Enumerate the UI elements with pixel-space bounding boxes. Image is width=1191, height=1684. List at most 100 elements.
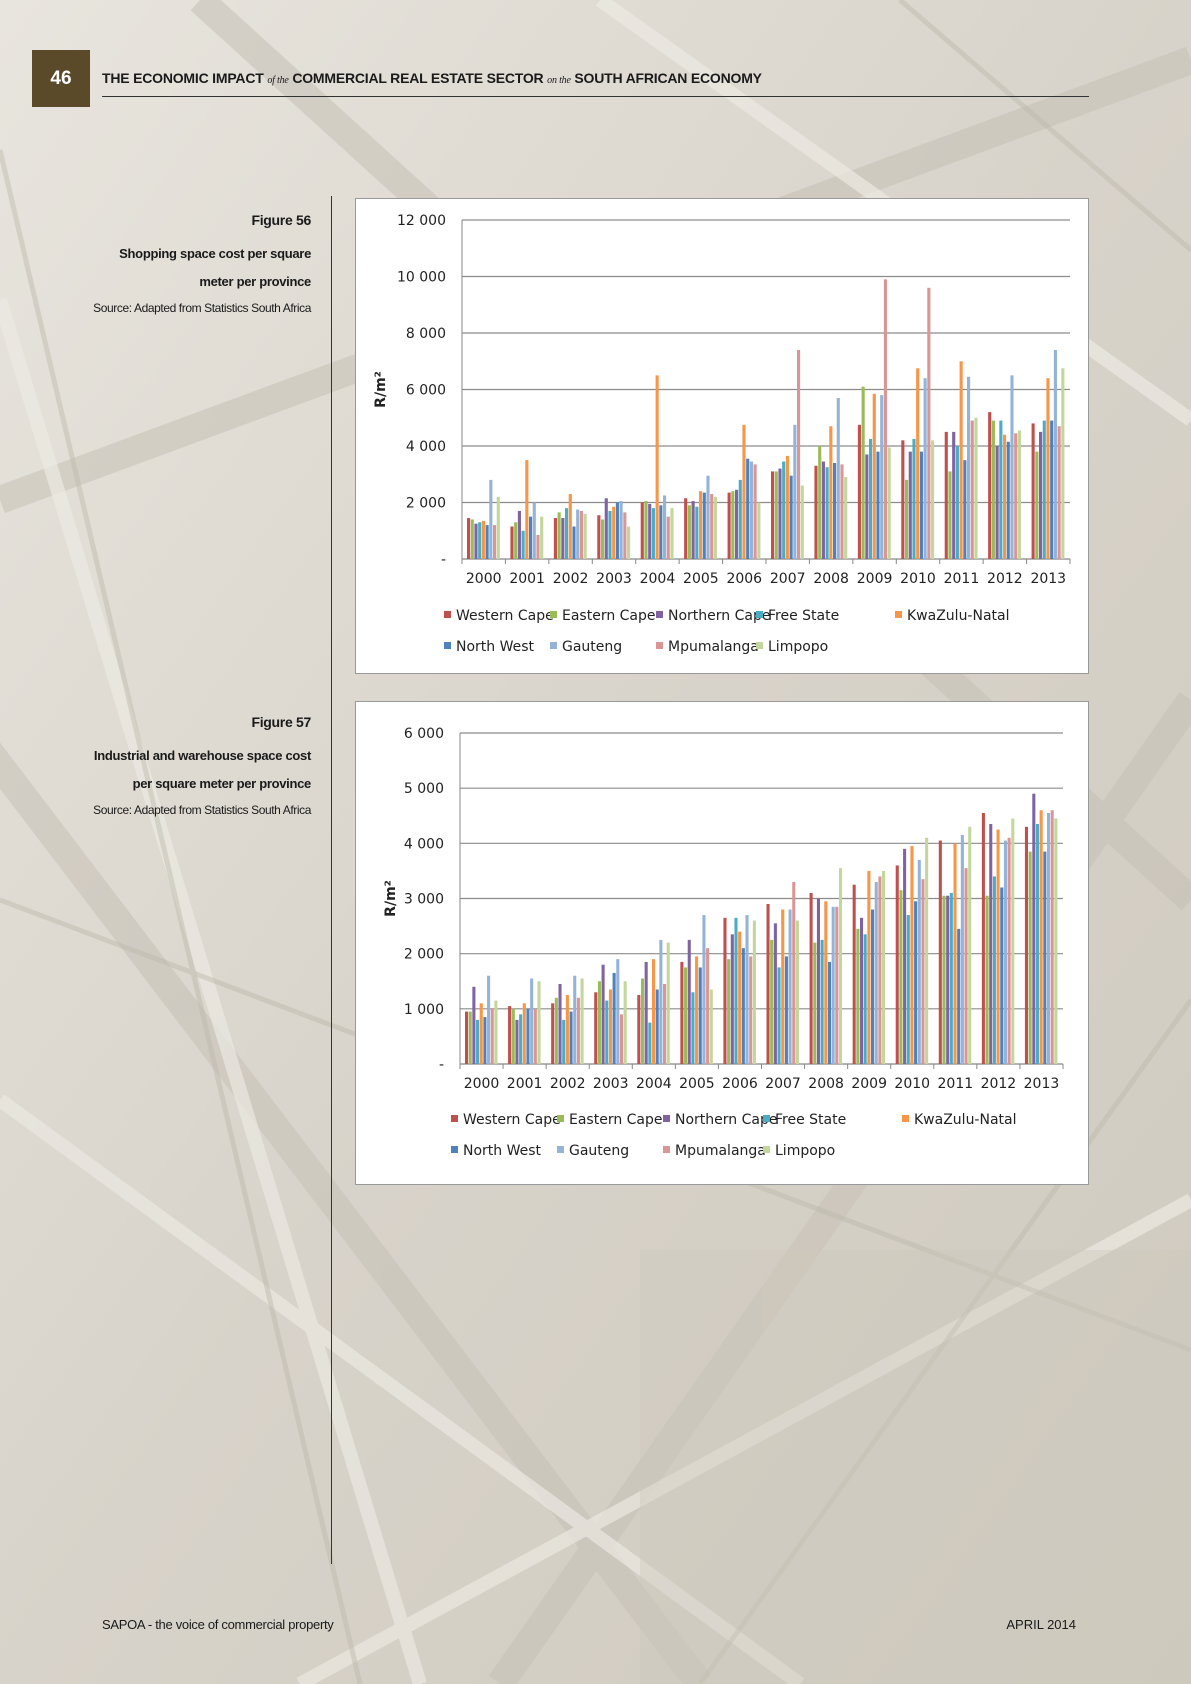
header-divider bbox=[102, 96, 1089, 97]
figure57-bar-kwazulu-natal-2009 bbox=[867, 870, 871, 1064]
figure57-bar-eastern-cape-2006 bbox=[727, 959, 731, 1064]
figure56-bar-kwazulu-natal-2003 bbox=[612, 506, 616, 559]
figure57-bar-western-cape-2009 bbox=[852, 884, 856, 1064]
figure56-bar-gauteng-2003 bbox=[619, 501, 623, 559]
figure56-bar-gauteng-2006 bbox=[749, 461, 753, 559]
figure56-xtick-label: 2011 bbox=[944, 571, 980, 587]
figure57-bar-eastern-cape-2010 bbox=[899, 890, 903, 1064]
figure57-bar-western-cape-2007 bbox=[766, 904, 770, 1064]
figure57-bar-north-west-2009 bbox=[871, 909, 875, 1064]
figure56-xtick-label: 2008 bbox=[813, 571, 849, 587]
figure57-bar-western-cape-2012 bbox=[981, 812, 985, 1064]
figure57-bar-north-west-2008 bbox=[827, 961, 832, 1064]
figure57-bar-north-west-2006 bbox=[741, 948, 745, 1064]
figure56-title-line2: meter per province bbox=[199, 274, 311, 289]
figure57-xtick-label: 2001 bbox=[507, 1076, 543, 1092]
figure56-bar-free-state-2008 bbox=[825, 467, 829, 559]
figure56-bar-free-state-2011 bbox=[955, 446, 959, 559]
page-number: 46 bbox=[32, 50, 90, 107]
figure56-xtick-label: 2009 bbox=[857, 571, 893, 587]
figure56-bar-kwazulu-natal-2011 bbox=[959, 361, 963, 559]
figure57-bar-gauteng-2005 bbox=[702, 915, 706, 1064]
figure57-bar-western-cape-2002 bbox=[551, 1003, 555, 1064]
figure57-bar-mpumalanga-2008 bbox=[835, 906, 839, 1064]
figure57-bar-free-state-2001 bbox=[519, 1014, 523, 1064]
figure57-number: Figure 57 bbox=[251, 714, 311, 730]
figure56-bar-gauteng-2008 bbox=[836, 397, 840, 559]
figure57-bar-gauteng-2002 bbox=[573, 975, 577, 1064]
figure57-bar-kwazulu-natal-2004 bbox=[651, 959, 656, 1064]
figure57-xtick-label: 2003 bbox=[593, 1076, 629, 1092]
figure56-bar-kwazulu-natal-2000 bbox=[481, 520, 485, 559]
figure56-bar-north-west-2000 bbox=[485, 525, 489, 559]
figure57-bar-eastern-cape-2004 bbox=[640, 978, 645, 1064]
figure56-bar-eastern-cape-2008 bbox=[818, 446, 822, 559]
figure56-bar-kwazulu-natal-2002 bbox=[568, 494, 572, 559]
figure57-legend-label: Western Cape bbox=[463, 1112, 561, 1128]
figure57-ytick-label: 5 000 bbox=[404, 781, 444, 797]
figure56-bar-northern-cape-2003 bbox=[604, 498, 608, 559]
figure56-legend-label: Northern Cape bbox=[668, 608, 770, 624]
figure57-bar-mpumalanga-2005 bbox=[706, 948, 710, 1064]
figure57-bar-limpopo-2004 bbox=[666, 942, 670, 1064]
figure57-bar-limpopo-2010 bbox=[925, 837, 929, 1064]
figure57-title-line1: Industrial and warehouse space cost bbox=[93, 748, 311, 763]
figure56-bar-gauteng-2010 bbox=[923, 378, 927, 559]
figure57-bar-mpumalanga-2007 bbox=[792, 881, 796, 1064]
figure56-bar-kwazulu-natal-2007 bbox=[785, 455, 789, 559]
header-title-part3: SOUTH AFRICAN ECONOMY bbox=[574, 70, 762, 86]
figure57-bar-eastern-cape-2005 bbox=[684, 967, 688, 1064]
figure56-ytick-label: - bbox=[441, 552, 446, 568]
figure57-bar-free-state-2012 bbox=[992, 876, 996, 1064]
figure57-bar-kwazulu-natal-2012 bbox=[996, 829, 1000, 1064]
figure57-bar-north-west-2007 bbox=[784, 956, 788, 1064]
figure56-bar-gauteng-2001 bbox=[532, 502, 536, 559]
figure56-bar-free-state-2000 bbox=[478, 522, 482, 559]
figure56-bar-limpopo-2009 bbox=[887, 447, 891, 559]
figure57-source: Source: Adapted from Statistics South Af… bbox=[93, 803, 311, 817]
figure57-bar-northern-cape-2001 bbox=[515, 1019, 519, 1064]
figure57-bar-northern-cape-2004 bbox=[644, 961, 648, 1064]
figure56-bar-north-west-2006 bbox=[746, 458, 750, 559]
figure56-xtick-label: 2012 bbox=[987, 571, 1023, 587]
figure57-bar-mpumalanga-2002 bbox=[576, 997, 580, 1064]
figure56-bar-eastern-cape-2013 bbox=[1035, 451, 1039, 559]
figure56-bar-free-state-2013 bbox=[1042, 420, 1046, 559]
figure56-legend-swatch bbox=[895, 611, 902, 618]
header-title-part2: COMMERCIAL REAL ESTATE SECTOR bbox=[292, 70, 544, 86]
figure56-bar-north-west-2007 bbox=[789, 475, 793, 559]
figure56-number: Figure 56 bbox=[251, 212, 311, 228]
figure57-bar-limpopo-2013 bbox=[1054, 818, 1058, 1064]
figure57-bar-eastern-cape-2009 bbox=[856, 928, 860, 1064]
figure56-bar-mpumalanga-2011 bbox=[970, 420, 974, 559]
figure56-bar-mpumalanga-2008 bbox=[840, 464, 844, 559]
figure56-bar-north-west-2011 bbox=[963, 460, 967, 559]
figure56-legend-label: Eastern Cape bbox=[562, 608, 656, 624]
figure56-bar-eastern-cape-2000 bbox=[470, 519, 474, 559]
figure57-bar-eastern-cape-2012 bbox=[985, 895, 989, 1064]
figure56-bar-limpopo-2001 bbox=[540, 516, 544, 559]
figure56-legend-swatch bbox=[656, 642, 663, 649]
figure56-bar-limpopo-2010 bbox=[931, 440, 935, 559]
figure56-bar-western-cape-2003 bbox=[597, 515, 601, 559]
figure56-ytick-label: 10 000 bbox=[397, 270, 446, 286]
figure57-xtick-label: 2006 bbox=[722, 1076, 758, 1092]
figure57-ytick-label: 1 000 bbox=[404, 1002, 444, 1018]
figure57-bar-free-state-2006 bbox=[734, 917, 738, 1064]
figure57-bar-eastern-cape-2011 bbox=[942, 895, 946, 1064]
figure56-bar-western-cape-2013 bbox=[1031, 423, 1035, 559]
figure57-legend-label: Limpopo bbox=[775, 1143, 835, 1159]
figure56-bar-eastern-cape-2004 bbox=[644, 501, 648, 559]
figure57-bar-limpopo-2008 bbox=[838, 868, 843, 1064]
figure56-caption: Figure 56 Shopping space cost per square… bbox=[81, 212, 311, 317]
figure56-bar-kwazulu-natal-2012 bbox=[1003, 434, 1007, 559]
figure56-bar-northern-cape-2011 bbox=[952, 431, 956, 559]
figure56-legend-swatch bbox=[550, 611, 557, 618]
figure56-bar-north-west-2003 bbox=[615, 502, 619, 559]
figure57-bar-mpumalanga-2003 bbox=[619, 1014, 624, 1064]
figure56-bar-free-state-2004 bbox=[651, 508, 655, 559]
figure57-title-line2: per square meter per province bbox=[132, 776, 312, 791]
figure56-bar-limpopo-2000 bbox=[496, 496, 500, 559]
figure56-bar-northern-cape-2002 bbox=[561, 518, 565, 559]
figure57-bar-free-state-2000 bbox=[476, 1019, 480, 1064]
